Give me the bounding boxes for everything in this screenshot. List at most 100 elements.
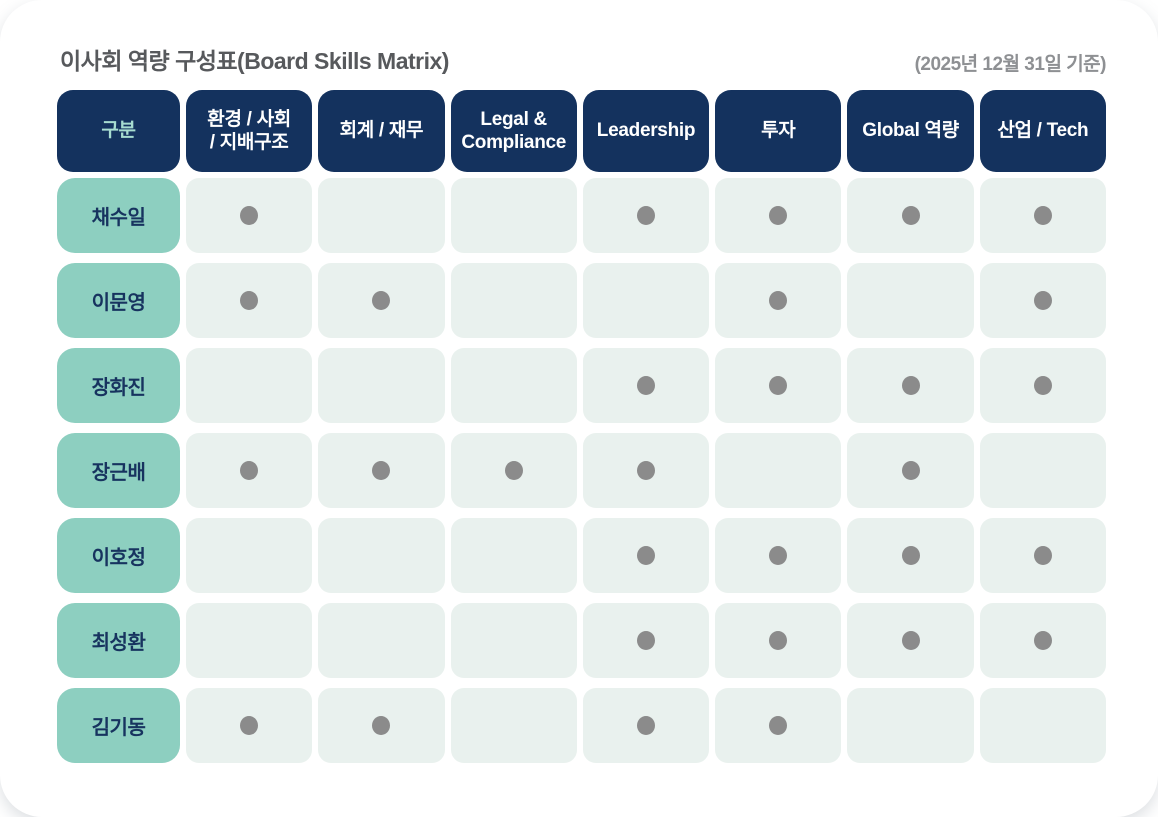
skill-cell <box>450 433 577 508</box>
skill-cell <box>186 263 313 338</box>
skill-cell <box>186 178 313 253</box>
skill-dot <box>636 206 655 225</box>
row-name-cell: 장근배 <box>57 433 180 508</box>
skill-dot <box>1033 546 1052 565</box>
skill-dot <box>636 461 655 480</box>
skill-dot <box>636 376 655 395</box>
skill-dot <box>372 461 391 480</box>
skill-cell <box>186 433 313 508</box>
skill-cell <box>847 433 974 508</box>
skill-cell <box>582 348 710 423</box>
skill-dot <box>240 716 259 735</box>
skill-dot <box>901 461 920 480</box>
skill-cell <box>582 433 710 508</box>
skill-cell <box>979 603 1106 678</box>
skill-cell <box>186 518 313 593</box>
skill-dot <box>901 631 920 650</box>
skill-cell <box>318 518 445 593</box>
skill-dot <box>769 291 788 310</box>
skill-cell <box>715 178 842 253</box>
skill-dot <box>901 546 920 565</box>
skill-cell <box>582 178 710 253</box>
skill-cell <box>715 263 842 338</box>
skill-cell <box>450 178 577 253</box>
skill-dot <box>769 716 788 735</box>
column-header-cell: 산업 / Tech <box>979 90 1106 172</box>
skill-cell <box>318 348 445 423</box>
corner-header-cell: 구분 <box>57 90 180 172</box>
skill-cell <box>715 603 842 678</box>
skill-cell <box>582 263 710 338</box>
skill-dot <box>1033 206 1052 225</box>
skill-dot <box>372 716 391 735</box>
skill-dot <box>240 206 259 225</box>
column-header-cell: 투자 <box>715 90 842 172</box>
skill-cell <box>847 178 974 253</box>
matrix-row: 장화진 <box>57 348 1106 423</box>
skill-cell <box>979 178 1106 253</box>
column-header-cell: Legal & Compliance <box>450 90 577 172</box>
matrix-row: 채수일 <box>57 178 1106 253</box>
skill-cell <box>450 348 577 423</box>
skill-cell <box>186 348 313 423</box>
skill-cell <box>318 178 445 253</box>
skill-cell <box>715 518 842 593</box>
skill-dot <box>636 716 655 735</box>
skill-cell <box>847 263 974 338</box>
skill-cell <box>318 433 445 508</box>
skill-dot <box>901 376 920 395</box>
skills-matrix-table: 구분 환경 / 사회 / 지배구조 회계 / 재무 Legal & Complian… <box>57 90 1106 763</box>
skill-cell <box>847 348 974 423</box>
skill-cell <box>582 688 710 763</box>
skill-cell <box>979 263 1106 338</box>
row-name-cell: 이호정 <box>57 518 180 593</box>
skill-cell <box>847 603 974 678</box>
skill-dot <box>1033 376 1052 395</box>
skill-dot <box>636 546 655 565</box>
skill-cell <box>318 603 445 678</box>
page-title: 이사회 역량 구성표(Board Skills Matrix) <box>60 48 449 74</box>
skill-cell <box>979 433 1106 508</box>
skill-cell <box>318 263 445 338</box>
date-note: (2025년 12월 31일 기준) <box>914 54 1107 75</box>
skill-cell <box>715 688 842 763</box>
skill-cell <box>715 433 842 508</box>
skill-dot <box>769 631 788 650</box>
row-name-cell: 채수일 <box>57 178 180 253</box>
column-header-cell: Leadership <box>582 90 710 172</box>
skill-dot <box>1033 291 1052 310</box>
skill-cell <box>450 518 577 593</box>
skill-cell <box>847 518 974 593</box>
skill-dot <box>372 291 391 310</box>
page-header: 이사회 역량 구성표(Board Skills Matrix) (2025년 1… <box>57 42 1107 76</box>
skill-dot <box>769 206 788 225</box>
skill-cell <box>450 688 577 763</box>
skill-cell <box>186 688 313 763</box>
skill-cell <box>979 518 1106 593</box>
row-name-cell: 김기동 <box>57 688 180 763</box>
skill-cell <box>979 688 1106 763</box>
matrix-row: 이문영 <box>57 263 1106 338</box>
matrix-row: 김기동 <box>57 688 1106 763</box>
skill-dot <box>240 461 259 480</box>
skill-dot <box>769 376 788 395</box>
matrix-row: 최성환 <box>57 603 1106 678</box>
skill-dot <box>240 291 259 310</box>
skill-dot <box>504 461 523 480</box>
column-header-cell: Global 역량 <box>847 90 974 172</box>
column-header-cell: 환경 / 사회 / 지배구조 <box>186 90 313 172</box>
row-name-cell: 최성환 <box>57 603 180 678</box>
matrix-header-row: 구분 환경 / 사회 / 지배구조 회계 / 재무 Legal & Complian… <box>57 90 1106 172</box>
skill-dot <box>1033 631 1052 650</box>
column-header-cell: 회계 / 재무 <box>318 90 445 172</box>
skill-cell <box>450 603 577 678</box>
skill-dot <box>636 631 655 650</box>
skill-cell <box>715 348 842 423</box>
row-name-cell: 이문영 <box>57 263 180 338</box>
skill-cell <box>582 603 710 678</box>
skill-cell <box>450 263 577 338</box>
skill-dot <box>901 206 920 225</box>
skill-cell <box>979 348 1106 423</box>
